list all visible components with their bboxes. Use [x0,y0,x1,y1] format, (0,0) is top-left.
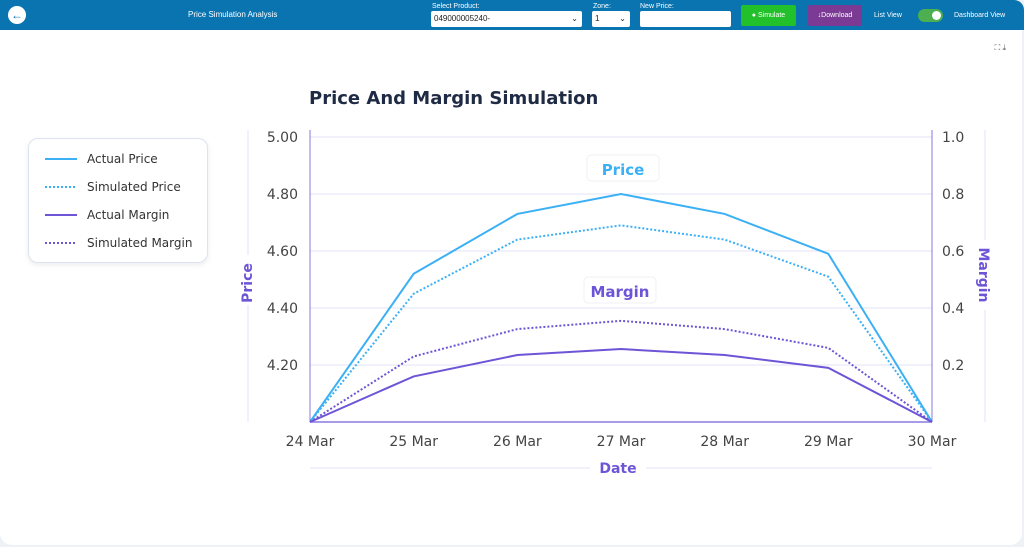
new-price-input[interactable] [640,11,731,27]
legend-label: Simulated Margin [87,236,193,250]
x-tick-label: 28 Mar [700,434,749,450]
dashboard-view-label: Dashboard View [954,12,1006,19]
simulate-label: Simulate [757,12,786,19]
y2-title-bg [975,240,995,310]
x-tick-label: 25 Mar [389,434,438,450]
chart-title: Price And Margin Simulation [309,88,599,109]
legend-label: Actual Margin [87,208,170,222]
zone-value: 1 [595,14,600,23]
download-icon: ↓ [817,12,822,19]
legend-item[interactable]: Simulated Price [45,180,181,194]
y-tick-label: 4.80 [267,187,298,203]
legend-label: Actual Price [87,152,158,166]
zone-label: Zone: [593,3,611,10]
play-icon: ● [751,12,758,19]
download-icon[interactable]: ⤓ [1002,43,1006,52]
annotation-label: Price [602,161,645,179]
download-label: Download [821,12,853,19]
y2-tick-label: 0.6 [942,244,964,260]
chevron-down-icon: ⌄ [619,14,626,23]
y-tick-label: 4.60 [267,244,298,260]
zone-select[interactable]: 1 ⌄ [592,11,630,27]
annotation-box [583,276,657,304]
series-line [309,224,933,423]
x-tick-label: 24 Mar [286,434,335,450]
y-title-bg [238,255,258,305]
chart-card [0,30,1022,545]
y-tick-label: 5.00 [267,130,298,146]
legend-item[interactable]: Simulated Margin [45,236,192,250]
back-button[interactable]: ← [8,6,26,24]
fullscreen-icon[interactable]: ⛶ [994,43,1001,52]
legend-item[interactable]: Actual Price [45,152,158,166]
series-line [309,348,933,423]
y2-tick-label: 0.8 [942,187,964,203]
legend: Actual Price Simulated Price Actual Marg… [28,138,208,263]
x-title-bg [590,458,646,478]
y-axis-title: Price [240,263,256,303]
y2-tick-label: 0.4 [942,301,964,317]
top-bar: ← Price Simulation Analysis Select Produ… [0,0,1024,30]
y-tick-label: 4.40 [267,301,298,317]
x-tick-label: 29 Mar [804,434,853,450]
product-label: Select Product: [432,3,480,10]
list-view-label: List View [874,12,902,19]
annotation-box [586,154,660,182]
x-tick-label: 26 Mar [493,434,542,450]
legend-label: Simulated Price [87,180,181,194]
legend-item[interactable]: Actual Margin [45,208,169,222]
x-axis-title: Date [599,461,636,477]
annotation-label: Margin [590,283,649,301]
app-title: Price Simulation Analysis [188,10,278,19]
product-select[interactable]: 049000005240- ⌄ [431,11,582,27]
new-price-label: New Price: [640,3,674,10]
download-button[interactable]: ↓Download [808,5,862,26]
y-tick-label: 4.20 [267,358,298,374]
x-tick-label: 27 Mar [597,434,646,450]
series-line [309,319,933,423]
y2-tick-label: 1.0 [942,130,964,146]
view-toggle[interactable] [918,9,943,22]
x-tick-label: 30 Mar [908,434,957,450]
y2-axis-title: Margin [975,247,991,302]
y2-tick-label: 0.2 [942,358,964,374]
chevron-down-icon: ⌄ [571,14,578,23]
product-value: 049000005240- [434,14,491,23]
simulate-button[interactable]: ● Simulate [741,5,796,26]
